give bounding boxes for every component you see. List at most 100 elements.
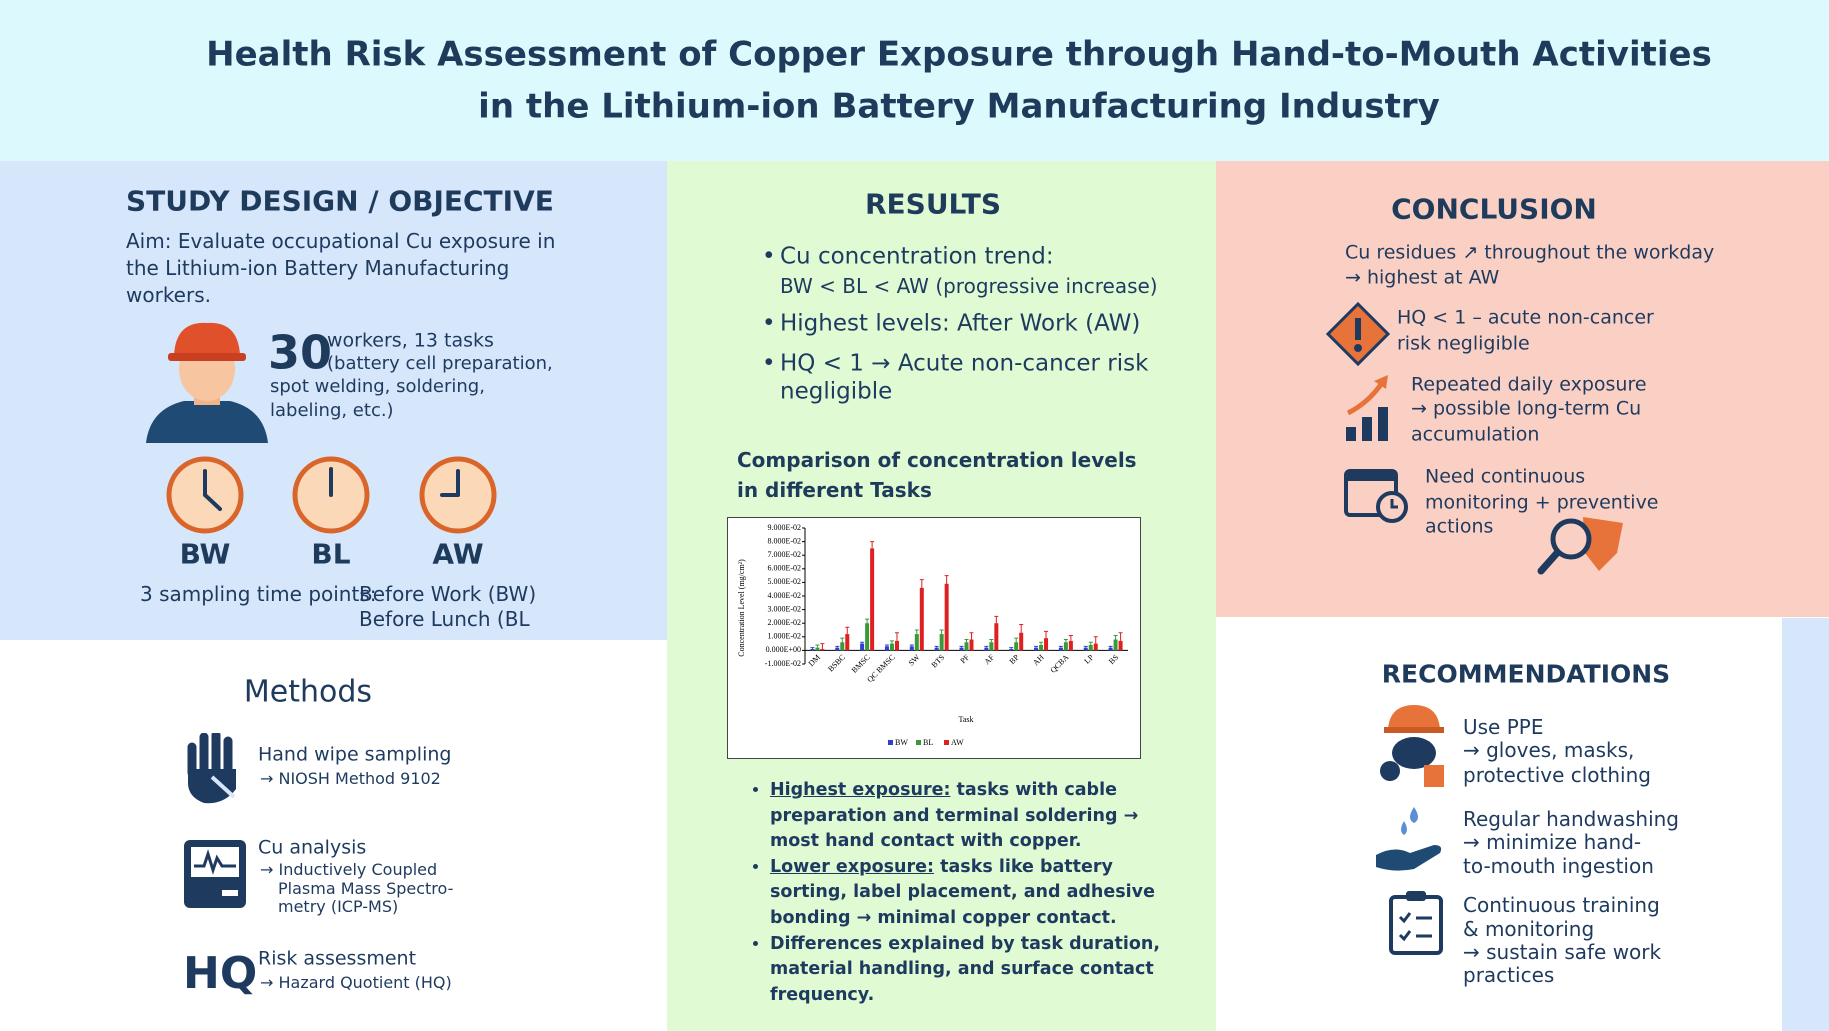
y-tick-label: -1.000E-02 <box>765 659 801 668</box>
error-bar <box>989 639 994 643</box>
conclusion-line: → highest at AW <box>1345 266 1500 289</box>
y-tick-label: 5.000E-02 <box>767 577 801 586</box>
x-tick-label: BP <box>1008 652 1022 666</box>
bar <box>909 646 914 651</box>
recommendation-line: to-mouth ingestion <box>1463 854 1654 878</box>
error-bar <box>1044 630 1049 639</box>
bar <box>810 649 815 651</box>
error-bar <box>1014 637 1019 643</box>
sampling-line: Before Work (BW) <box>359 582 537 606</box>
title: in the Lithium-ion Battery Manufacturing… <box>478 86 1440 127</box>
error-bar <box>914 629 919 635</box>
error-bar <box>934 645 939 648</box>
legend-swatch <box>916 740 921 745</box>
error-bar <box>1019 624 1024 633</box>
error-bar <box>860 641 865 644</box>
tasks-line: labeling, etc.) <box>270 400 394 422</box>
conclusion-line: monitoring + preventive <box>1425 491 1659 514</box>
worker-icon <box>146 322 268 443</box>
bar <box>934 647 939 651</box>
error-bar <box>1039 641 1044 645</box>
x-tick-label: LP <box>1082 652 1095 665</box>
conclusion-line: Cu residues ↗ throughout the workday <box>1345 241 1715 264</box>
method-detail: metry (ICP-MS) <box>278 897 399 917</box>
time-point: BW <box>179 537 231 571</box>
error-bar <box>919 579 924 588</box>
bar <box>944 583 949 651</box>
recommendation-line: practices <box>1463 963 1555 987</box>
error-bar <box>870 541 875 549</box>
y-tick-label: 2.000E-02 <box>767 618 801 627</box>
heading: RECOMMENDATIONS <box>1381 659 1671 689</box>
bar <box>1113 639 1118 651</box>
ppe-icon <box>1380 705 1444 787</box>
error-bar <box>944 575 949 584</box>
error-bar <box>1068 634 1073 641</box>
bar <box>994 623 999 651</box>
time-point: AW <box>432 537 484 571</box>
bar <box>845 634 850 651</box>
bar <box>889 643 894 651</box>
x-tick-label: BSBC <box>826 653 847 674</box>
y-tick-label: 4.000E-02 <box>767 591 801 600</box>
bar <box>1039 644 1044 651</box>
bar <box>919 587 924 651</box>
error-bar <box>909 644 914 647</box>
recommendation-line: & monitoring <box>1463 917 1595 941</box>
result-bullet: Highest levels: After Work (AW) <box>780 310 1141 337</box>
y-axis-label: Concentration Level (mg/cm²) <box>737 559 746 657</box>
legend-swatch <box>888 740 893 745</box>
y-tick-label: 7.000E-02 <box>767 550 801 559</box>
legend-label: BW <box>895 738 908 747</box>
calendar-icon <box>1344 469 1408 523</box>
chart-title: Comparison of concentration levels <box>737 448 1137 472</box>
finding-label: Lower exposure: <box>770 856 935 877</box>
heading: Methods <box>243 674 373 710</box>
recommendation-line: → minimize hand- <box>1463 830 1642 854</box>
method-title: Cu analysis <box>258 836 367 859</box>
error-bar <box>1009 647 1014 650</box>
bullet-dot: • <box>762 243 776 270</box>
clipboard-icon <box>1389 891 1443 955</box>
bar <box>894 640 899 651</box>
bar <box>959 647 964 651</box>
y-tick-label: 1.000E-02 <box>767 632 801 641</box>
error-bar <box>1088 641 1093 645</box>
finding: Differences explained by task duration, … <box>770 932 1160 1009</box>
bar <box>835 647 840 651</box>
conclusion-line: → possible long-term Cu <box>1411 397 1642 420</box>
finding-text: tasks like battery sorting, label placem… <box>770 856 1155 928</box>
growth-icon <box>1346 375 1388 441</box>
error-bar <box>1118 632 1123 641</box>
recommendation-line: protective clothing <box>1463 763 1651 787</box>
y-tick-label: 9.000E-02 <box>767 523 801 532</box>
bar <box>1058 647 1063 651</box>
heading: STUDY DESIGN / OBJECTIVE <box>126 184 554 218</box>
error-bar <box>835 645 840 648</box>
y-tick-label: 0.000E+00 <box>766 645 801 654</box>
bar <box>884 646 889 651</box>
x-tick-label: AF <box>982 652 996 666</box>
error-bar <box>964 639 969 643</box>
bar <box>1044 638 1049 651</box>
legend-label: BL <box>923 738 933 747</box>
x-tick-label: BMSC <box>850 653 872 675</box>
hand-icon <box>187 733 236 804</box>
chart-title: in different Tasks <box>737 478 932 502</box>
result-bullet: HQ < 1 → Acute non-cancer risk <box>780 350 1149 377</box>
error-bar <box>1083 645 1088 648</box>
heading: RESULTS <box>864 187 1002 221</box>
error-bar <box>1113 634 1118 640</box>
bullet-dot: • <box>762 350 776 377</box>
error-bar <box>865 618 870 624</box>
error-bar <box>884 644 889 647</box>
error-bar <box>820 643 825 650</box>
x-tick-label: QCBA <box>1049 653 1071 675</box>
magnifier-icon <box>1537 517 1623 575</box>
method-title: Risk assessment <box>258 947 417 970</box>
method-detail: → NIOSH Method 9102 <box>260 769 441 789</box>
error-bar <box>969 632 974 640</box>
error-bar <box>1063 639 1068 643</box>
finding: Highest exposure: tasks with cable prepa… <box>770 778 1160 855</box>
